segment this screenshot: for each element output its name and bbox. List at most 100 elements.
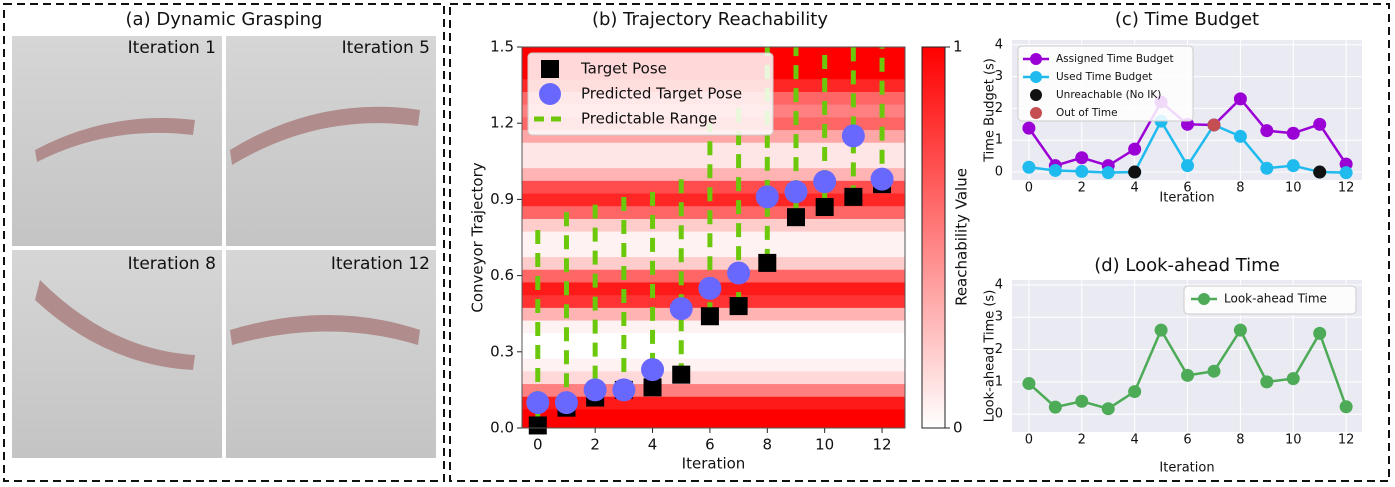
legend-swatch: [539, 83, 561, 105]
image: [12, 36, 222, 246]
heatmap-strip: [522, 358, 905, 371]
point: [1022, 377, 1035, 390]
point: [1260, 124, 1273, 137]
x-tick-label: 4: [648, 436, 658, 454]
point: [698, 277, 721, 300]
y-tick-label: 0.9: [490, 190, 514, 208]
legend-swatch: [1030, 107, 1042, 119]
y-tick-label: 0.6: [490, 266, 514, 284]
target-marker: [844, 188, 862, 206]
y-tick-label: 1.5: [490, 38, 514, 56]
heatmap-strip: [522, 257, 905, 270]
x-tick-label: 10: [1285, 433, 1302, 448]
panel-title: (a) Dynamic Grasping: [126, 9, 323, 30]
x-tick-label: 0: [533, 436, 543, 454]
target-marker: [758, 254, 776, 272]
x-axis-label: Iteration: [1159, 461, 1214, 476]
point: [1313, 118, 1326, 131]
image: [226, 250, 436, 458]
heatmap-strip: [522, 333, 905, 346]
image-label: Iteration 8: [128, 254, 216, 274]
y-axis-label: Time Budget (s): [983, 58, 998, 163]
target-marker: [787, 208, 805, 226]
point: [1049, 401, 1062, 414]
x-axis-label: Iteration: [1159, 191, 1214, 206]
point: [1260, 162, 1273, 175]
point: [1313, 166, 1326, 179]
x-tick-label: 10: [815, 436, 834, 454]
point: [1234, 324, 1247, 337]
page: {"panel_a": {"title": "(a) Dynamic Grasp…: [0, 0, 1395, 487]
figure: (a) Dynamic Grasping Iteration 1 Iterati…: [0, 0, 1395, 487]
y-tick-label: 0: [995, 165, 1003, 180]
target-marker: [730, 297, 748, 315]
colorbar: [922, 47, 945, 428]
heatmap-strip: [522, 396, 905, 409]
x-tick-label: 6: [1183, 433, 1191, 448]
x-tick-label: 8: [1236, 181, 1244, 196]
legend-label: Out of Time: [1056, 107, 1118, 119]
x-tick-label: 2: [1078, 181, 1086, 196]
x-tick-label: 12: [1338, 433, 1355, 448]
point: [1128, 385, 1141, 398]
point: [756, 185, 779, 208]
point: [1155, 324, 1168, 337]
point: [1102, 402, 1115, 415]
heatmap-strip: [522, 168, 905, 181]
y-tick-label: 0.0: [490, 419, 514, 437]
point: [871, 168, 894, 191]
legend-label: Unreachable (No IK): [1056, 89, 1161, 101]
legend-swatch: [1030, 53, 1042, 65]
legend-swatch: [541, 60, 559, 78]
heatmap-strip: [522, 244, 905, 257]
x-tick-label: 12: [1338, 181, 1355, 196]
x-tick-label: 8: [763, 436, 773, 454]
legend-label: Look-ahead Time: [1224, 292, 1327, 306]
target-marker: [816, 198, 834, 216]
point: [1128, 166, 1141, 179]
point: [612, 378, 635, 401]
point: [526, 391, 549, 414]
point: [1049, 164, 1062, 177]
heatmap-strip: [522, 218, 905, 231]
heatmap-strip: [522, 422, 905, 429]
image: [12, 250, 222, 458]
point: [1075, 165, 1088, 178]
point: [1234, 130, 1247, 143]
point: [1128, 143, 1141, 156]
point: [1260, 375, 1273, 388]
point: [555, 391, 578, 414]
heatmap-strip: [522, 409, 905, 422]
colorbar-tick-label: 1: [953, 38, 963, 56]
legend-swatch: [1198, 293, 1210, 305]
point: [727, 262, 750, 285]
legend-label: Target Pose: [580, 60, 667, 78]
heatmap-strip: [522, 206, 905, 219]
chart-title: (c) Time Budget: [1115, 9, 1259, 30]
image-label: Iteration 12: [331, 254, 430, 274]
x-axis-label: Iteration: [682, 455, 746, 473]
image-grid: Iteration 1 Iteration 5 Iteration 8 Iter…: [12, 36, 436, 458]
point: [670, 297, 693, 320]
chart-title: (d) Look-ahead Time: [1094, 255, 1280, 276]
point: [1313, 327, 1326, 340]
point: [1340, 166, 1353, 179]
point: [1022, 122, 1035, 135]
x-tick-label: 12: [873, 436, 892, 454]
target-marker: [529, 416, 547, 434]
point: [1287, 372, 1300, 385]
y-tick-label: 0.3: [490, 342, 514, 360]
legend-label: Assigned Time Budget: [1056, 53, 1174, 65]
heatmap-strip: [522, 371, 905, 384]
x-tick-label: 4: [1131, 433, 1139, 448]
legend-label: Predicted Target Pose: [581, 85, 742, 103]
x-tick-label: 2: [590, 436, 600, 454]
point: [584, 378, 607, 401]
point: [1287, 127, 1300, 140]
heatmap-strip: [522, 155, 905, 168]
point: [641, 358, 664, 381]
y-tick-label: 4: [995, 37, 1003, 52]
x-tick-label: 0: [1025, 181, 1033, 196]
image-label: Iteration 1: [128, 38, 216, 58]
colorbar-tick-label: 0: [953, 419, 963, 437]
